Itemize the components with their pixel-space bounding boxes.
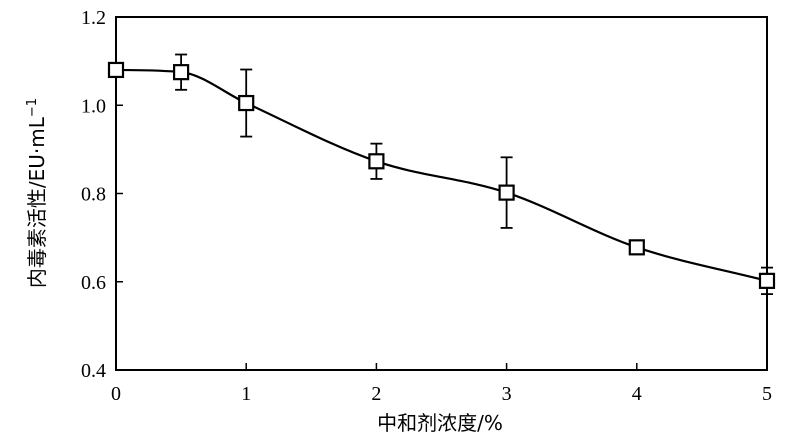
y-tick-label: 1.2 bbox=[81, 7, 106, 29]
y-tick-label: 0.6 bbox=[81, 272, 106, 294]
data-markers bbox=[107, 61, 776, 289]
x-tick-label: 4 bbox=[632, 383, 642, 405]
data-point-marker bbox=[173, 64, 190, 81]
y-axis-title-exponent: −1 bbox=[25, 98, 40, 117]
y-axis-title-main: 内毒素活性/EU·mL bbox=[25, 116, 49, 288]
axis-tick-labels: 0 1 2 3 4 5 0.4 0.6 0.8 1.0 1.2 bbox=[81, 7, 772, 405]
data-point-marker bbox=[368, 153, 385, 170]
x-tick-label: 2 bbox=[371, 383, 381, 405]
data-point-marker bbox=[758, 272, 776, 289]
data-point-marker bbox=[107, 61, 125, 79]
axis-ticks bbox=[115, 16, 768, 371]
x-tick-label: 3 bbox=[502, 383, 512, 405]
x-tick-label: 5 bbox=[762, 383, 772, 405]
data-point-marker bbox=[628, 239, 645, 256]
y-tick-label: 1.0 bbox=[81, 95, 106, 117]
plot-frame bbox=[115, 16, 768, 371]
error-bars bbox=[175, 53, 773, 296]
data-point-marker bbox=[238, 94, 255, 112]
y-tick-label: 0.4 bbox=[81, 360, 106, 382]
x-axis-title: 中和剂浓度/% bbox=[377, 411, 503, 435]
x-tick-label: 1 bbox=[241, 383, 251, 405]
y-axis-title: 内毒素活性/EU·mL−1 bbox=[25, 98, 49, 288]
x-tick-label: 0 bbox=[111, 383, 121, 405]
y-tick-label: 0.8 bbox=[81, 184, 106, 206]
series-line bbox=[115, 68, 768, 282]
data-point-marker bbox=[498, 184, 515, 201]
